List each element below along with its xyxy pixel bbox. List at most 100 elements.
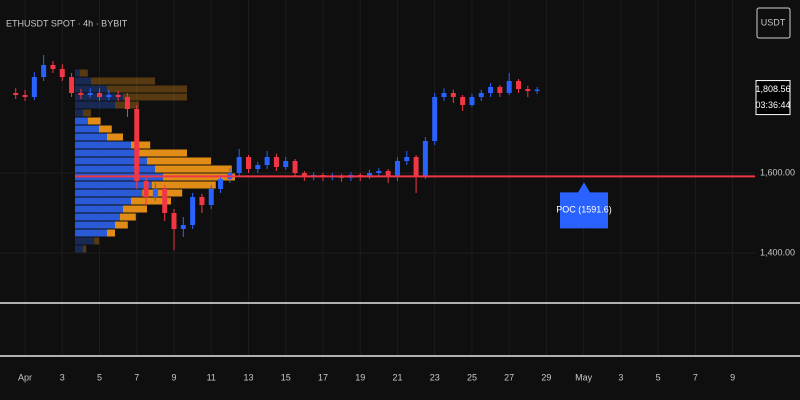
profile-bar bbox=[123, 93, 187, 101]
profile-bar bbox=[94, 237, 99, 245]
candle-body bbox=[394, 161, 400, 177]
profile-bar bbox=[147, 157, 211, 165]
candle-body bbox=[506, 81, 512, 93]
candle-body bbox=[180, 225, 186, 229]
x-tick-label: 5 bbox=[656, 372, 661, 382]
candle-body bbox=[404, 157, 410, 161]
profile-bar bbox=[115, 221, 128, 229]
profile-bar bbox=[119, 213, 136, 221]
profile-bar bbox=[75, 205, 123, 213]
candle-body bbox=[31, 77, 37, 97]
x-tick-label: 7 bbox=[134, 372, 139, 382]
volume-profile bbox=[75, 69, 235, 253]
candle-body bbox=[143, 181, 149, 197]
candle-body bbox=[292, 161, 298, 173]
candle-body bbox=[218, 179, 224, 189]
x-tick-label: 3 bbox=[618, 372, 623, 382]
profile-bar bbox=[75, 149, 139, 157]
last-price-label: 1,808.56 bbox=[755, 84, 790, 94]
profile-bar bbox=[99, 125, 112, 133]
last-price-box bbox=[755, 80, 791, 116]
candle-body bbox=[301, 173, 307, 177]
candle-body bbox=[283, 161, 289, 167]
candle-body bbox=[245, 157, 251, 169]
poc-label: POC (1591.6) bbox=[556, 205, 612, 215]
poc-label-box bbox=[560, 182, 608, 229]
profile-bar bbox=[75, 109, 83, 117]
profile-bar bbox=[75, 165, 155, 173]
profile-bar bbox=[75, 181, 152, 189]
profile-bar bbox=[75, 133, 107, 141]
profile-bar bbox=[155, 165, 232, 173]
x-tick-label: 11 bbox=[207, 372, 216, 382]
candle-body bbox=[367, 173, 373, 177]
x-tick-label: May bbox=[575, 372, 593, 382]
x-tick-label: 13 bbox=[243, 372, 253, 382]
candle-body bbox=[106, 95, 112, 97]
profile-bar bbox=[75, 85, 107, 93]
profile-bar bbox=[75, 69, 80, 77]
profile-bar bbox=[79, 69, 88, 77]
profile-bar bbox=[75, 237, 95, 245]
profile-bar bbox=[75, 245, 83, 253]
profile-bar bbox=[131, 197, 171, 205]
candle-body bbox=[13, 93, 19, 95]
profile-bar bbox=[75, 101, 115, 109]
candle-body bbox=[134, 109, 140, 181]
candle-body bbox=[78, 93, 84, 95]
profile-bar bbox=[123, 205, 147, 213]
x-tick-label: 29 bbox=[541, 372, 551, 382]
candle-body bbox=[199, 197, 205, 205]
profile-bar bbox=[75, 197, 131, 205]
y-tick-label: 1,600.00 bbox=[760, 167, 795, 177]
candle-body bbox=[162, 189, 168, 213]
currency-label[interactable]: USDT bbox=[761, 17, 786, 27]
candle-body bbox=[488, 87, 494, 93]
x-tick-label: 3 bbox=[60, 372, 65, 382]
profile-bar bbox=[75, 229, 107, 237]
y-tick-label: 1,400.00 bbox=[760, 247, 795, 257]
profile-bar bbox=[107, 85, 187, 93]
profile-bar bbox=[75, 189, 143, 197]
candle-body bbox=[255, 165, 261, 169]
profile-bar bbox=[151, 181, 216, 189]
candle-body bbox=[422, 141, 428, 177]
candle-body bbox=[264, 157, 270, 165]
profile-bar bbox=[75, 221, 115, 229]
x-tick-label: 27 bbox=[504, 372, 514, 382]
candle-body bbox=[460, 97, 466, 105]
candle-body bbox=[190, 197, 196, 225]
profile-bar bbox=[83, 109, 91, 117]
profile-bar bbox=[107, 229, 115, 237]
candle-body bbox=[115, 95, 121, 97]
x-tick-label: Apr bbox=[18, 372, 32, 382]
x-tick-label: 9 bbox=[730, 372, 735, 382]
candle-body bbox=[124, 97, 130, 109]
x-tick-label: 7 bbox=[693, 372, 698, 382]
candle-body bbox=[171, 213, 177, 229]
candle-body bbox=[97, 93, 103, 97]
candles bbox=[13, 55, 540, 251]
candle-body bbox=[208, 189, 214, 205]
x-tick-label: 17 bbox=[318, 372, 328, 382]
x-tick-label: 25 bbox=[467, 372, 477, 382]
profile-bar bbox=[75, 213, 120, 221]
profile-bar bbox=[75, 77, 91, 85]
candle-body bbox=[450, 93, 456, 97]
profile-bar bbox=[75, 141, 131, 149]
candle-body bbox=[413, 157, 419, 177]
candle-body bbox=[497, 87, 503, 93]
profile-bar bbox=[131, 141, 151, 149]
profile-bar bbox=[87, 117, 101, 125]
candle-body bbox=[87, 93, 93, 95]
candle-body bbox=[432, 97, 438, 141]
x-tick-label: 19 bbox=[355, 372, 365, 382]
x-tick-label: 9 bbox=[171, 372, 176, 382]
currency-button[interactable] bbox=[756, 7, 791, 39]
candle-body bbox=[69, 77, 75, 93]
candle-body bbox=[525, 89, 531, 91]
candle-body bbox=[469, 97, 475, 105]
candle-body bbox=[534, 89, 540, 91]
profile-bar bbox=[139, 149, 187, 157]
candle-body bbox=[22, 95, 28, 97]
